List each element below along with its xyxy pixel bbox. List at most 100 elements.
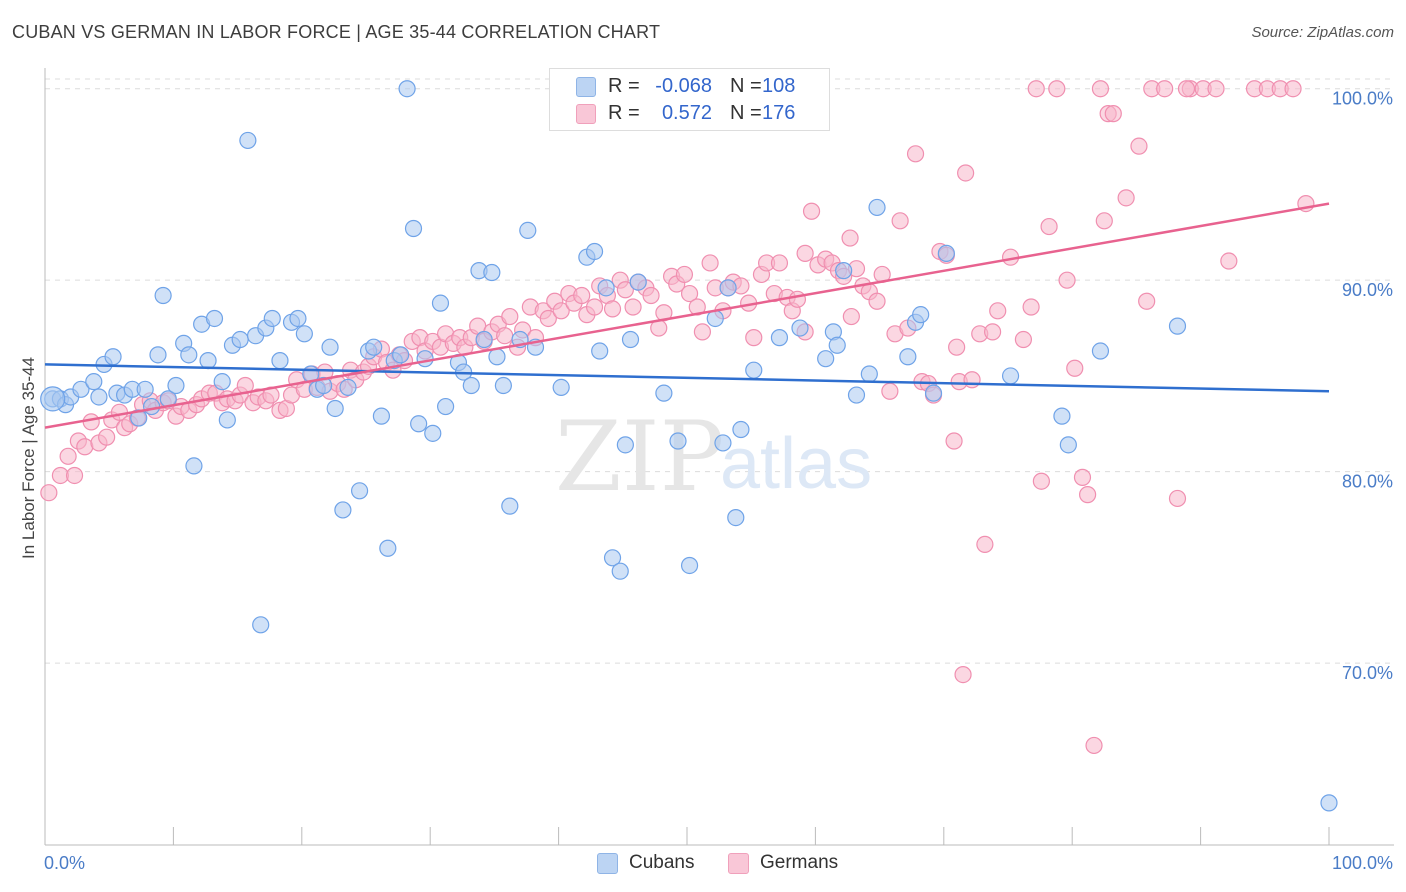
point-cubans xyxy=(350,482,369,500)
point-germans xyxy=(603,300,622,318)
point-cubans xyxy=(372,407,391,425)
point-germans xyxy=(1284,80,1302,98)
point-cubans xyxy=(868,198,886,217)
axes xyxy=(44,68,1394,846)
point-cubans xyxy=(40,386,66,412)
chart-title: CUBAN VS GERMAN IN LABOR FORCE | AGE 35-… xyxy=(12,22,661,42)
point-cubans xyxy=(847,386,866,404)
point-germans xyxy=(1048,80,1066,98)
point-cubans xyxy=(85,373,103,391)
y-tick-label: 90.0% xyxy=(1342,280,1393,300)
point-cubans xyxy=(295,325,313,343)
point-germans xyxy=(745,329,763,347)
trend-lines xyxy=(44,202,1330,429)
legend-n-label: N = xyxy=(730,102,762,124)
legend-n-label: N = xyxy=(730,75,762,97)
point-germans xyxy=(82,413,100,431)
point-germans xyxy=(59,447,77,465)
grid-lines xyxy=(45,78,1394,664)
point-cubans xyxy=(835,262,853,280)
point-cubans xyxy=(142,397,161,416)
point-germans xyxy=(65,466,84,485)
point-cubans xyxy=(501,497,519,515)
point-cubans xyxy=(680,556,699,575)
point-germans xyxy=(963,371,981,389)
tick-labels: 70.0% 80.0% 90.0% 100.0% 0.0% 100.0% xyxy=(44,89,1393,873)
point-cubans xyxy=(937,244,955,262)
point-germans xyxy=(1091,80,1110,98)
point-cubans xyxy=(72,380,90,398)
point-germans xyxy=(1104,105,1122,123)
legend-swatch-cubans xyxy=(576,77,596,97)
point-cubans xyxy=(90,388,108,406)
point-germans xyxy=(906,145,925,163)
point-cubans xyxy=(185,457,203,475)
point-cubans xyxy=(104,348,122,366)
point-cubans xyxy=(339,378,357,397)
point-germans xyxy=(1207,80,1225,98)
point-germans xyxy=(976,535,994,554)
point-germans xyxy=(76,438,94,456)
point-cubans xyxy=(213,373,231,391)
point-cubans xyxy=(154,286,172,305)
point-cubans xyxy=(289,309,307,328)
point-cubans xyxy=(611,562,629,580)
point-germans xyxy=(496,327,514,345)
point-cubans xyxy=(655,384,673,402)
watermark-zip: ZIP xyxy=(555,401,724,513)
point-cubans xyxy=(621,330,640,349)
point-germans xyxy=(891,212,909,230)
point-cubans xyxy=(552,378,570,397)
point-cubans xyxy=(1091,342,1110,360)
point-germans xyxy=(954,665,972,684)
point-cubans xyxy=(488,348,506,366)
point-germans xyxy=(1130,137,1148,155)
point-germans xyxy=(957,164,975,182)
point-germans xyxy=(642,286,660,305)
point-cubans xyxy=(591,342,609,360)
point-germans xyxy=(573,286,591,305)
point-cubans xyxy=(462,376,480,395)
series-cubans xyxy=(40,80,1338,812)
point-cubans xyxy=(719,279,737,297)
trend-line-cubans xyxy=(44,363,1330,393)
source-label: Source: ZipAtlas.com xyxy=(1251,24,1394,41)
point-germans xyxy=(501,307,519,326)
point-cubans xyxy=(669,432,687,450)
point-cubans xyxy=(218,411,236,429)
point-germans xyxy=(1058,271,1076,289)
bottom-legend-label-cubans: Cubans xyxy=(629,852,695,873)
point-cubans xyxy=(727,508,745,527)
point-germans xyxy=(1066,359,1084,377)
point-cubans xyxy=(326,399,344,418)
point-germans xyxy=(1177,80,1196,98)
point-germans xyxy=(1168,489,1187,508)
point-cubans xyxy=(149,346,167,364)
point-germans xyxy=(983,323,1002,341)
point-cubans xyxy=(416,350,434,368)
point-germans xyxy=(1095,212,1113,230)
point-cubans xyxy=(475,330,493,349)
point-cubans xyxy=(1059,436,1077,454)
point-cubans xyxy=(392,346,410,364)
point-cubans xyxy=(252,616,270,634)
legend-r-value: 0.572 xyxy=(661,102,712,124)
point-cubans xyxy=(770,329,789,347)
point-cubans xyxy=(817,350,835,368)
bottom-legend-swatch-cubans xyxy=(597,853,618,874)
point-germans xyxy=(98,428,116,446)
point-cubans xyxy=(597,279,615,297)
x-tick-label: 0.0% xyxy=(44,853,85,873)
point-cubans xyxy=(732,420,750,439)
point-cubans xyxy=(424,424,442,442)
point-cubans xyxy=(315,376,333,395)
point-cubans xyxy=(180,346,198,364)
y-tick-label: 100.0% xyxy=(1332,89,1393,109)
point-cubans xyxy=(1001,367,1020,385)
point-cubans xyxy=(519,221,537,240)
point-cubans xyxy=(398,80,416,98)
point-cubans xyxy=(603,549,622,567)
point-germans xyxy=(616,281,634,299)
legend-n-value: 108 xyxy=(762,75,796,97)
point-germans xyxy=(624,298,642,316)
